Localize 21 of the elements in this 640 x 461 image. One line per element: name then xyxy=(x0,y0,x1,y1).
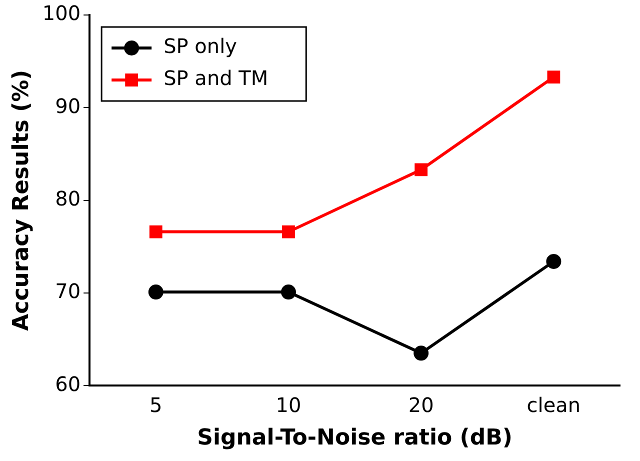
point xyxy=(282,225,295,238)
legend-label: SP and TM xyxy=(164,66,268,90)
point xyxy=(149,225,162,238)
point xyxy=(148,284,164,300)
point xyxy=(546,254,562,269)
x-tick-label: 10 xyxy=(276,392,302,417)
y-tick-label: 60 xyxy=(55,372,81,396)
x-tick-label: clean xyxy=(526,392,581,417)
y-tick-label: 90 xyxy=(55,94,81,118)
x-axis-title: Signal-To-Noise ratio (dB) xyxy=(197,426,512,451)
point xyxy=(280,284,296,300)
point xyxy=(414,346,429,361)
point xyxy=(414,163,428,176)
y-tick-label: 100 xyxy=(42,1,81,26)
y-tick-label: 70 xyxy=(55,279,81,304)
point xyxy=(547,70,560,84)
legend-label: SP only xyxy=(164,34,238,58)
y-tick-label: 80 xyxy=(55,186,81,211)
y-axis-title: Accuracy Results (%) xyxy=(8,70,34,331)
x-tick-label: 20 xyxy=(408,392,434,417)
x-tick-label: 5 xyxy=(150,392,162,417)
